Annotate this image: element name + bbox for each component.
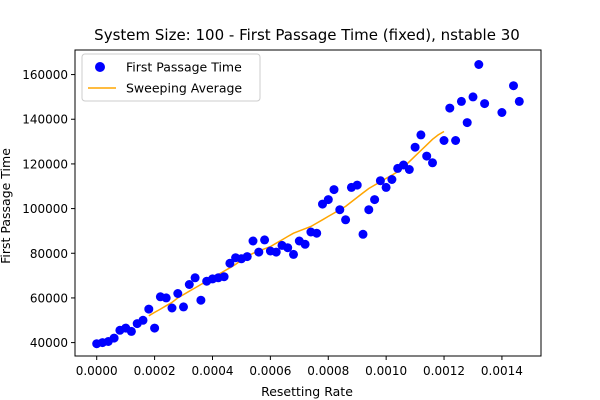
y-tick-label: 100000 xyxy=(22,202,68,216)
data-point xyxy=(144,304,154,314)
data-point xyxy=(410,142,420,152)
data-point xyxy=(352,180,362,190)
data-point xyxy=(468,92,478,102)
data-point xyxy=(126,326,136,336)
data-point xyxy=(167,303,177,313)
data-point xyxy=(161,293,171,303)
data-point xyxy=(179,302,188,312)
y-tick-label: 80000 xyxy=(30,247,68,261)
data-point xyxy=(254,247,264,257)
plot-area xyxy=(74,49,542,357)
data-point xyxy=(242,252,252,262)
data-point xyxy=(173,289,183,298)
y-tick-label: 160000 xyxy=(22,68,68,82)
data-point xyxy=(190,273,200,283)
data-point xyxy=(329,185,339,195)
data-point xyxy=(480,99,490,109)
data-point xyxy=(219,272,229,282)
data-point xyxy=(497,108,507,117)
data-point xyxy=(462,118,472,128)
data-point xyxy=(364,205,374,215)
legend-label-sweeping-average: Sweeping Average xyxy=(126,81,242,96)
x-tick-label: 0.0000 xyxy=(76,364,118,378)
data-point xyxy=(335,205,345,215)
data-point xyxy=(375,176,385,186)
data-point xyxy=(358,229,368,239)
data-point xyxy=(381,182,391,192)
x-tick-label: 0.0014 xyxy=(481,364,523,378)
y-tick-label: 120000 xyxy=(22,157,68,171)
x-tick-label: 0.0006 xyxy=(249,364,291,378)
data-point xyxy=(300,239,310,249)
data-point xyxy=(428,158,437,168)
data-point xyxy=(370,195,380,205)
data-point xyxy=(196,295,206,305)
data-point xyxy=(184,280,194,289)
data-point xyxy=(404,165,414,174)
data-point xyxy=(509,81,518,91)
x-tick-label: 0.0008 xyxy=(307,364,349,378)
data-point xyxy=(289,249,298,259)
data-point xyxy=(341,215,351,225)
x-axis-ticks: 0.0000 0.0002 0.0004 0.0006 0.0008 0.0010 0.00… xyxy=(76,356,523,378)
data-point xyxy=(283,243,293,253)
data-point xyxy=(439,136,449,145)
data-point xyxy=(514,96,524,106)
data-point xyxy=(474,60,484,69)
legend-scatter-marker xyxy=(95,62,105,72)
x-axis-label: Resetting Rate xyxy=(261,384,353,399)
chart-title: System Size: 100 - First Passage Time (f… xyxy=(94,26,520,44)
data-point xyxy=(260,235,270,245)
data-point xyxy=(323,195,333,205)
data-point xyxy=(451,136,461,145)
legend-box xyxy=(81,53,261,102)
data-point xyxy=(422,151,432,161)
y-tick-label: 60000 xyxy=(30,291,68,305)
axes-frame xyxy=(74,49,542,357)
data-point xyxy=(456,96,466,106)
data-point xyxy=(387,175,397,184)
data-point xyxy=(271,247,281,257)
x-tick-label: 0.0004 xyxy=(191,364,233,378)
y-axis-label: First Passage Time xyxy=(0,148,13,264)
y-tick-label: 40000 xyxy=(30,336,68,350)
legend-label-first-passage-time: First Passage Time xyxy=(126,60,242,75)
x-tick-label: 0.0010 xyxy=(365,364,407,378)
data-point xyxy=(416,130,426,140)
data-point xyxy=(150,323,160,333)
x-tick-label: 0.0012 xyxy=(423,364,465,378)
sweeping-average-line xyxy=(148,130,445,317)
x-tick-label: 0.0002 xyxy=(134,364,176,378)
data-point xyxy=(225,258,235,268)
data-point xyxy=(248,236,258,246)
data-point xyxy=(445,103,455,113)
data-point xyxy=(138,315,148,325)
legend: First Passage Time Sweeping Average xyxy=(81,53,261,102)
data-point xyxy=(312,228,322,238)
y-axis-ticks: 40000 60000 80000 100000 120000 140000 160000 xyxy=(22,68,75,350)
data-point xyxy=(109,333,119,343)
y-tick-label: 140000 xyxy=(22,113,68,127)
